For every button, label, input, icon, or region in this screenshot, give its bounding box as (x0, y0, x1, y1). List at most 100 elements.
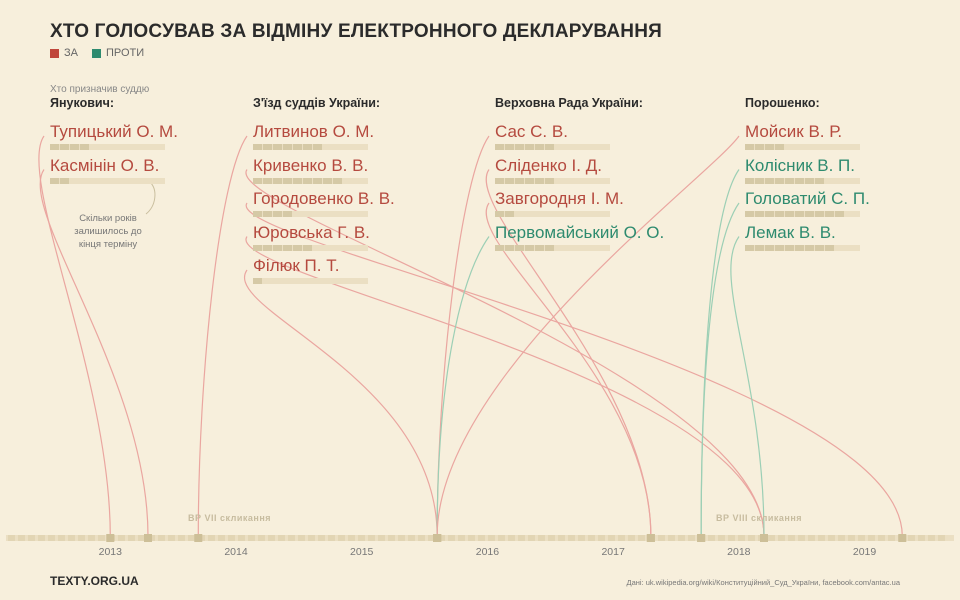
judge-name: Кривенко В. В. (253, 155, 369, 175)
axis-dash (168, 535, 175, 541)
axis-dash (588, 535, 595, 541)
axis-dash (28, 535, 35, 541)
years-left-segment (805, 211, 814, 217)
axis-dash (228, 535, 235, 541)
axis-dash (118, 535, 125, 541)
years-left-segment (323, 177, 332, 184)
judge-connector (38, 135, 111, 537)
judge-name: Литвинов О. М. (253, 122, 375, 141)
legend-label-proty: ПРОТИ (105, 47, 145, 59)
years-left-segment (273, 177, 282, 184)
years-left-segment (755, 144, 764, 150)
group-label-verkhovna-rada: Верховна Рада України: (495, 96, 643, 110)
years-left-segment (263, 211, 272, 217)
axis-dash (908, 535, 915, 541)
judge-name: Головатий С. П. (745, 189, 870, 208)
years-left-segment (525, 177, 534, 184)
years-left-segment (495, 177, 504, 184)
judge-connector (436, 135, 740, 537)
axis-dash (558, 535, 565, 541)
axis-dash (488, 535, 495, 541)
years-left-segment (293, 144, 302, 150)
judge-connector (197, 135, 248, 537)
judge-connector (436, 236, 490, 537)
judge-name: Касмінін О. В. (50, 155, 160, 175)
axis-dash (808, 535, 815, 541)
group-label-poroshenko: Порошенко: (745, 96, 820, 110)
axis-dash (328, 535, 335, 541)
axis-dash (688, 535, 695, 541)
years-left-segment (505, 211, 514, 217)
axis-dash (848, 535, 855, 541)
judge-name: Тупицький О. М. (50, 122, 178, 141)
judge-connector (245, 202, 903, 537)
years-left-bar-track (253, 211, 368, 217)
axis-dash (448, 535, 455, 541)
axis-dash (208, 535, 215, 541)
axis-dash (928, 535, 935, 541)
years-left-segment (785, 211, 794, 217)
judge-connector (245, 169, 765, 537)
axis-dash (298, 535, 305, 541)
appointer-hint: Хто призначив суддю (50, 84, 150, 95)
years-left-segment (283, 144, 292, 150)
axis-dash (408, 535, 415, 541)
legend-item-proty: ПРОТИ (91, 47, 145, 59)
years-left-segment (785, 244, 794, 251)
years-left-segment (515, 144, 524, 150)
years-left-segment (505, 244, 514, 251)
axis-dash (578, 535, 585, 541)
years-left-segment (745, 211, 754, 217)
years-left-segment (745, 244, 754, 251)
source-note: Дані: uk.wikipedia.org/wiki/Конституційн… (626, 578, 901, 587)
judge-name: Філюк П. Т. (253, 256, 340, 275)
axis-dash (668, 535, 675, 541)
judge-name: Сас С. В. (495, 122, 568, 141)
axis-dash (718, 535, 725, 541)
judge-name: Мойсик В. Р. (745, 122, 843, 141)
years-left-segment (525, 144, 534, 150)
years-left-segment (815, 177, 824, 184)
years-left-segment (745, 177, 754, 184)
appointment-marker (194, 534, 203, 542)
appointment-marker (697, 534, 706, 542)
years-left-segment (253, 211, 262, 217)
years-left-segment (815, 211, 824, 217)
years-left-segment (495, 144, 504, 150)
years-left-segment (273, 244, 282, 251)
years-left-segment (545, 177, 554, 184)
axis-dash (218, 535, 225, 541)
axis-dash (888, 535, 895, 541)
axis-dash (548, 535, 555, 541)
years-left-segment (495, 211, 504, 217)
years-left-segment (253, 177, 262, 184)
years-left-segment (505, 177, 514, 184)
years-left-segment (273, 144, 282, 150)
years-left-segment (765, 244, 774, 251)
axis-dash (268, 535, 275, 541)
axis-dash (38, 535, 45, 541)
year-tick-2019: 2019 (852, 546, 877, 558)
years-left-segment (505, 144, 514, 150)
appointment-marker (144, 534, 152, 542)
legend-item-za: ЗА (50, 47, 78, 59)
judge-connector (700, 202, 740, 537)
judge-name: Городовенко В. В. (253, 189, 395, 208)
axis-dash (868, 535, 875, 541)
legend-label-za: ЗА (64, 47, 78, 59)
axis-dash (88, 535, 95, 541)
years-left-segment (293, 244, 302, 251)
axis-dash (708, 535, 715, 541)
judge-name: Колісник В. П. (745, 155, 855, 175)
axis-dash (418, 535, 425, 541)
years-left-segment (775, 211, 784, 217)
judge-name: Сліденко І. Д. (495, 155, 602, 175)
years-left-segment (283, 244, 292, 251)
years-left-bar-track (745, 144, 860, 150)
axis-dash (778, 535, 785, 541)
years-left-segment (313, 177, 322, 184)
years-left-segment (795, 177, 804, 184)
years-left-segment (785, 177, 794, 184)
years-left-segment (515, 244, 524, 251)
axis-dash (358, 535, 365, 541)
